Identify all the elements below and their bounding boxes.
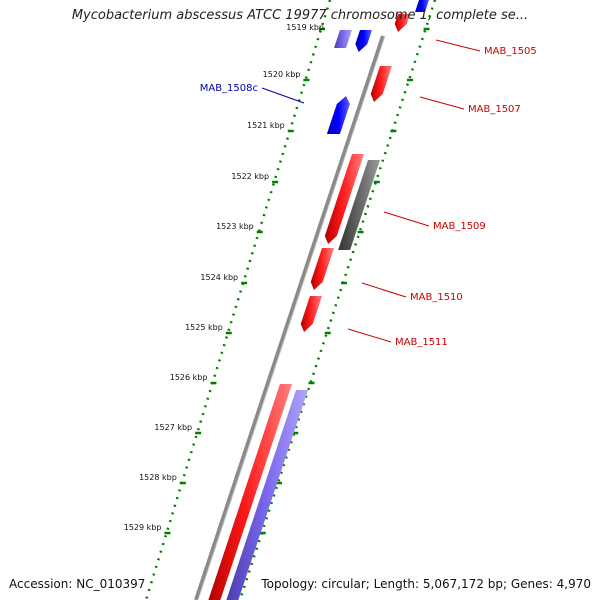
gene-label-leader	[419, 96, 465, 110]
tick-label: 1527 kbp	[154, 423, 192, 432]
inner-dotted-line	[144, 0, 332, 600]
tick-label: 1525 kbp	[185, 323, 223, 332]
tick-label: 1521 kbp	[247, 121, 285, 130]
feature-mab-1510	[310, 248, 334, 290]
tick-label: 1524 kbp	[200, 273, 238, 282]
accession-text: Accession: NC_010397	[9, 577, 146, 591]
feature-gray-pseudo	[338, 160, 380, 250]
feature-blue-small	[355, 30, 372, 52]
backbone-edge	[197, 35, 386, 600]
feature-mab-1505-partial	[394, 14, 410, 32]
outer-dotted-line	[238, 0, 437, 600]
summary-text: Topology: circular; Length: 5,067,172 bp…	[261, 577, 591, 591]
tick-label: 1528 kbp	[139, 473, 177, 482]
gene-label-leader	[361, 282, 407, 298]
gene-label-leader	[383, 211, 430, 227]
outer-tick-ring	[238, 0, 437, 600]
gene-label-leader	[261, 87, 305, 104]
backbone	[194, 35, 385, 600]
tick-label: 1522 kbp	[231, 172, 269, 181]
gene-label: MAB_1511	[395, 337, 448, 348]
gene-label-leader	[435, 39, 481, 52]
gene-label: MAB_1507	[468, 104, 521, 115]
feature-purple-small	[334, 30, 352, 48]
gene-label: MAB_1505	[484, 46, 537, 57]
feature-mab-1509	[324, 154, 364, 244]
gene-labels: MAB_1505 MAB_1507 MAB_1508c MAB_1509 MAB_151…	[200, 39, 537, 348]
gene-label: MAB_1509	[433, 221, 486, 232]
feature-purple-long	[226, 390, 308, 600]
tick-label: 1529 kbp	[124, 523, 162, 532]
tick-label: 1520 kbp	[263, 70, 301, 79]
tick-label: 1519 kbp	[286, 23, 324, 32]
tick-label: 1523 kbp	[216, 222, 254, 231]
gene-label: MAB_1510	[410, 292, 463, 303]
feature-blue-partial	[415, 0, 429, 12]
feature-mab-1508c	[326, 96, 350, 134]
gene-label: MAB_1508c	[200, 83, 258, 94]
feature-mab-1507	[370, 66, 392, 102]
tick-marks: 1520 kbp 1521 kbp 1522 kbp 1523 kbp 1524 kbp…	[124, 23, 430, 535]
inner-tick-ring	[144, 0, 332, 600]
tick-label: 1526 kbp	[170, 373, 208, 382]
gene-label-leader	[347, 328, 392, 343]
feature-mab-1511	[300, 296, 322, 332]
map-title: Mycobacterium abscessus ATCC 19977 chrom…	[71, 8, 529, 23]
feature-red-long	[208, 384, 292, 600]
features	[208, 0, 429, 600]
